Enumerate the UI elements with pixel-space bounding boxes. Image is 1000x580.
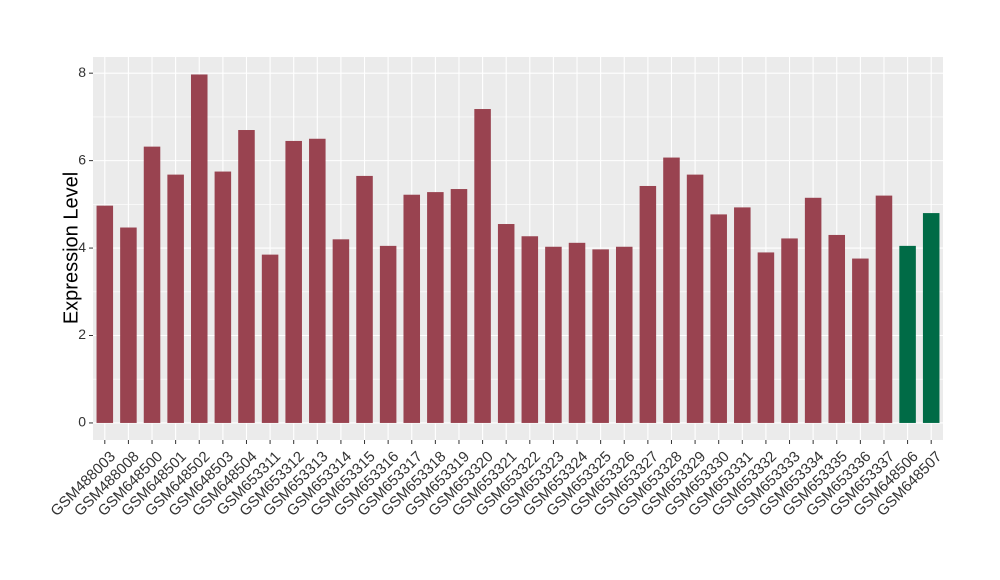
y-tick-label: 6 xyxy=(78,151,86,167)
bar xyxy=(379,245,397,423)
bar xyxy=(474,109,491,423)
bar xyxy=(403,194,421,423)
y-tick-label: 2 xyxy=(78,326,86,342)
bar xyxy=(781,238,798,423)
bar xyxy=(686,174,704,423)
bar xyxy=(568,242,586,423)
bar xyxy=(96,205,114,423)
bar xyxy=(120,227,137,423)
bar xyxy=(663,157,680,423)
y-tick-label: 4 xyxy=(78,239,86,255)
bar xyxy=(592,249,609,423)
bar xyxy=(615,246,633,423)
bar xyxy=(521,236,539,423)
bar xyxy=(710,214,727,423)
bar xyxy=(143,146,161,423)
y-axis-title: Expression Level xyxy=(60,172,82,324)
bar xyxy=(828,234,846,423)
bar xyxy=(285,140,302,423)
bar xyxy=(852,258,869,423)
bar xyxy=(545,246,562,423)
bar xyxy=(639,185,657,423)
bar xyxy=(427,192,444,423)
bar xyxy=(167,174,184,423)
bar xyxy=(261,254,279,423)
bar xyxy=(190,74,208,423)
y-tick-label: 0 xyxy=(78,414,86,430)
bar xyxy=(875,195,893,423)
bar xyxy=(214,171,232,423)
y-tick-label: 8 xyxy=(78,64,86,80)
bar xyxy=(332,239,350,423)
bar xyxy=(734,207,751,423)
bar xyxy=(757,252,775,423)
bar xyxy=(238,130,255,423)
bar xyxy=(497,224,515,423)
bar xyxy=(356,175,373,423)
bar xyxy=(922,213,940,423)
bar xyxy=(309,138,326,423)
bar xyxy=(450,189,468,423)
bar xyxy=(899,245,916,423)
bar xyxy=(804,197,822,423)
